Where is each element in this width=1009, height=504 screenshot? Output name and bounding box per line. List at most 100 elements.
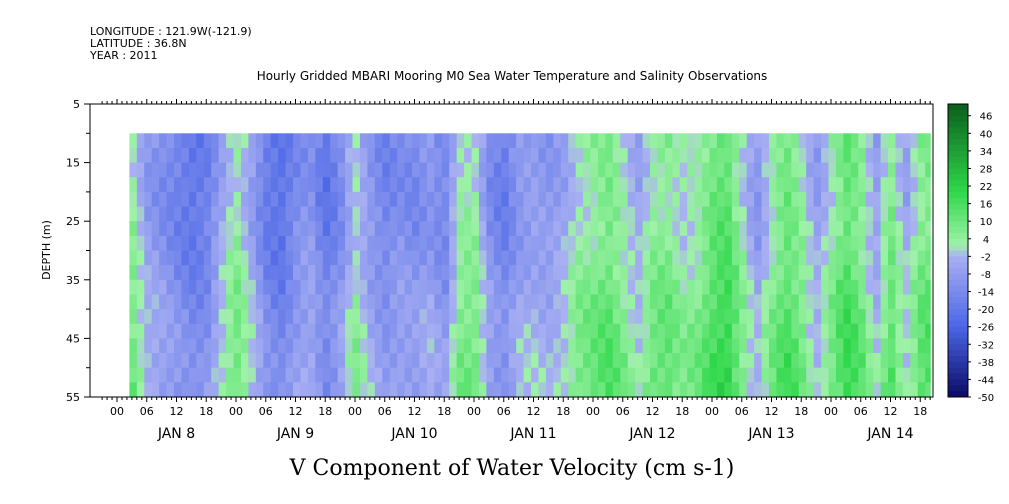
heatmap-cell (456, 382, 465, 398)
heatmap-cell (382, 250, 391, 266)
colorbar-segment (948, 139, 968, 146)
heatmap-cell (226, 294, 235, 310)
heatmap-cell (597, 162, 606, 178)
heatmap-cell (501, 382, 510, 398)
heatmap-cell (835, 221, 844, 237)
heatmap-cell (888, 294, 897, 310)
heatmap-cell (263, 382, 272, 398)
heatmap-cell (337, 323, 346, 339)
heatmap-cell (203, 250, 212, 266)
heatmap-cell (635, 382, 644, 398)
heatmap-cell (724, 206, 733, 222)
heatmap-cell (307, 382, 316, 398)
heatmap-cell (419, 367, 428, 383)
heatmap-cell (806, 382, 815, 398)
heatmap-cell (382, 353, 391, 369)
heatmap-cell (798, 353, 807, 369)
heatmap-cell (471, 338, 480, 354)
heatmap-cell (359, 235, 368, 252)
heatmap-cell (270, 206, 279, 222)
heatmap-cell (806, 338, 815, 354)
heatmap-cell (888, 382, 897, 398)
heatmap-cell (687, 309, 696, 325)
heatmap-cell (761, 367, 770, 383)
heatmap-cell (211, 265, 220, 281)
heatmap-cell (672, 294, 681, 310)
heatmap-cell (776, 177, 785, 193)
heatmap-cell (144, 294, 153, 310)
heatmap-cell (300, 162, 309, 178)
heatmap-cell (873, 162, 882, 178)
heatmap-cell (486, 265, 495, 281)
heatmap-cell (635, 265, 644, 281)
heatmap-cell (806, 309, 815, 325)
heatmap-cell (739, 338, 748, 354)
heatmap-cell (174, 309, 183, 325)
heatmap-cell (731, 382, 740, 398)
x-tick-label: 06 (378, 405, 392, 418)
heatmap-cell (464, 206, 473, 222)
heatmap-cell (731, 235, 740, 252)
heatmap-cell (798, 191, 807, 208)
x-tick-label: 06 (497, 405, 511, 418)
heatmap-cell (783, 177, 792, 193)
heatmap-cell (731, 309, 740, 325)
heatmap-cell (850, 353, 859, 369)
heatmap-cell (174, 235, 183, 252)
heatmap-cell (255, 353, 264, 369)
heatmap-cell (226, 367, 235, 383)
heatmap-cell (538, 177, 547, 193)
heatmap-cell (240, 235, 249, 252)
heatmap-cell (337, 309, 346, 325)
colorbar-segment (948, 355, 968, 363)
heatmap-cell (880, 367, 889, 383)
heatmap-cell (166, 323, 175, 339)
heatmap-cell (516, 367, 525, 383)
heatmap-cell (902, 191, 911, 208)
heatmap-cell (248, 265, 257, 281)
heatmap-cell (605, 294, 614, 310)
heatmap-cell (330, 177, 339, 193)
heatmap-cell (159, 221, 168, 237)
heatmap-cell (374, 265, 383, 281)
heatmap-cell (397, 338, 406, 354)
heatmap-cell (240, 206, 249, 222)
heatmap-cell (873, 367, 882, 383)
heatmap-cell (865, 235, 874, 252)
heatmap-cell (285, 294, 294, 310)
heatmap-cell (739, 221, 748, 237)
colorbar-segment (948, 127, 968, 134)
colorbar-segment (948, 121, 968, 128)
heatmap-cell (352, 250, 361, 266)
heatmap-cell (694, 206, 703, 222)
heatmap-cell (404, 177, 413, 193)
heatmap-cell (627, 367, 636, 383)
heatmap-cell (493, 191, 502, 208)
heatmap-cell (181, 235, 190, 252)
heatmap-cell (843, 279, 852, 296)
heatmap-cell (233, 133, 242, 149)
heatmap-cell (129, 206, 138, 222)
heatmap-cell (850, 191, 859, 208)
heatmap-cell (129, 294, 138, 310)
heatmap-cell (345, 265, 354, 281)
heatmap-cell (694, 177, 703, 193)
heatmap-cell (307, 133, 316, 149)
heatmap-cell (300, 382, 309, 398)
heatmap-cell (516, 309, 525, 325)
heatmap-cell (151, 323, 160, 339)
heatmap-cell (821, 382, 830, 398)
heatmap-cell (412, 279, 421, 296)
heatmap-cell (389, 338, 398, 354)
x-tick-label: 18 (318, 405, 332, 418)
heatmap-cell (166, 177, 175, 193)
heatmap-cell (605, 221, 614, 237)
heatmap-cell (650, 353, 659, 369)
heatmap-cell (642, 279, 651, 296)
heatmap-cell (508, 235, 517, 252)
heatmap-cell (910, 279, 919, 296)
heatmap-cell (828, 206, 837, 222)
heatmap-cell (895, 147, 904, 164)
heatmap-cell (315, 235, 324, 252)
heatmap-cell (330, 250, 339, 266)
